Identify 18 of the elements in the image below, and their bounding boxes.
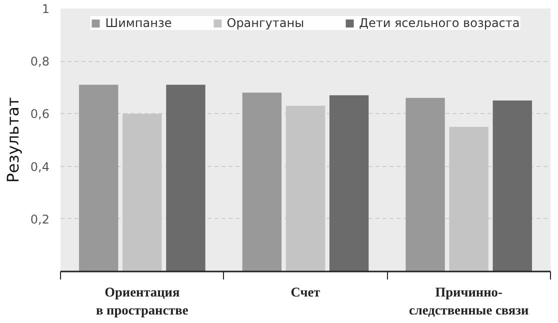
bar [166,84,206,272]
y-tick-label: 0,6 [30,107,50,122]
x-tick-label: Причинно- следственные связи [409,284,529,318]
x-tick-label: Ориентация в пространстве [96,284,188,318]
y-tick-label: 0,4 [30,160,50,174]
legend-label: Шимпанзе [105,16,172,30]
legend-label: Дети ясельного возраста [359,16,520,30]
x-tick-label: Счет [290,284,321,300]
y-axis-title: Результат [3,97,22,183]
bar [492,100,532,272]
y-tick-label: 0,2 [30,212,50,226]
legend-label: Орангутаны [226,16,304,30]
y-tick-label: 1 [42,2,50,16]
bar [406,98,445,272]
y-tick-label: 0,8 [30,54,50,69]
bar [79,84,118,272]
bar [329,95,369,272]
bar [242,92,282,272]
